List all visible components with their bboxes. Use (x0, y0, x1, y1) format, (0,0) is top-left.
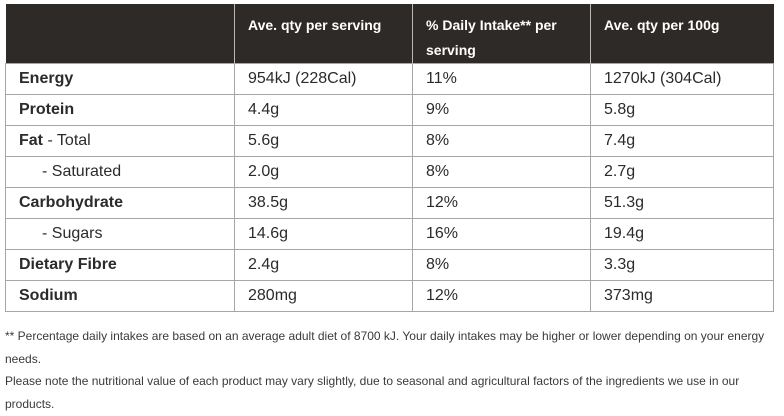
per-serving-value: 4.4g (234, 94, 413, 126)
daily-intake-value: 8% (412, 125, 591, 157)
header-daily-intake: % Daily Intake** per serving (412, 4, 591, 64)
nutrient-name-main: Fat (19, 132, 43, 149)
daily-intake-value: 12% (412, 280, 591, 312)
daily-intake-footnote: ** Percentage daily intakes are based on… (5, 329, 765, 366)
per-100g-value: 2.7g (590, 156, 774, 188)
per-100g-value: 3.3g (590, 249, 774, 281)
nutrient-name-main: Sodium (19, 287, 78, 304)
nutrient-name: - Saturated (5, 156, 235, 188)
daily-intake-value: 8% (412, 156, 591, 188)
table-row: Dietary Fibre 2.4g 8% 3.3g (5, 249, 774, 281)
nutrient-name: - Sugars (5, 218, 235, 250)
header-nutrient (5, 4, 235, 64)
nutrient-name-main: Energy (19, 70, 74, 87)
daily-intake-value: 8% (412, 249, 591, 281)
nutrient-name: Energy (5, 63, 235, 95)
daily-intake-value: 11% (412, 63, 591, 95)
footnotes: ** Percentage daily intakes are based on… (5, 325, 775, 415)
nutrient-name-qualifier: - Total (43, 132, 91, 149)
nutrient-name: Fat - Total (5, 125, 235, 157)
nutrition-table-body: Energy 954kJ (228Cal) 11% 1270kJ (304Cal… (5, 63, 774, 312)
variation-footnote: Please note the nutritional value of eac… (5, 374, 740, 411)
nutrient-name: Protein (5, 94, 235, 126)
per-100g-value: 5.8g (590, 94, 774, 126)
nutrient-name: Carbohydrate (5, 187, 235, 219)
per-serving-value: 2.4g (234, 249, 413, 281)
nutrient-name-main: Dietary Fibre (19, 256, 117, 273)
nutrient-name-qualifier: - Sugars (42, 225, 103, 242)
nutrient-name-qualifier: - Saturated (42, 163, 122, 180)
per-serving-value: 38.5g (234, 187, 413, 219)
nutrient-name: Dietary Fibre (5, 249, 235, 281)
per-100g-value: 373mg (590, 280, 774, 312)
per-100g-value: 51.3g (590, 187, 774, 219)
header-per-serving: Ave. qty per serving (234, 4, 413, 64)
nutrient-name-main: Carbohydrate (19, 194, 124, 211)
per-serving-value: 954kJ (228Cal) (234, 63, 413, 95)
table-row: Carbohydrate 38.5g 12% 51.3g (5, 187, 774, 219)
per-100g-value: 19.4g (590, 218, 774, 250)
per-100g-value: 1270kJ (304Cal) (590, 63, 774, 95)
header-row: Ave. qty per serving % Daily Intake** pe… (5, 4, 774, 64)
per-serving-value: 2.0g (234, 156, 413, 188)
table-row: Fat - Total 5.6g 8% 7.4g (5, 125, 774, 157)
per-100g-value: 7.4g (590, 125, 774, 157)
table-row: - Sugars 14.6g 16% 19.4g (5, 218, 774, 250)
daily-intake-value: 9% (412, 94, 591, 126)
table-row: Energy 954kJ (228Cal) 11% 1270kJ (304Cal… (5, 63, 774, 95)
table-row: Sodium 280mg 12% 373mg (5, 280, 774, 312)
nutrition-table-header: Ave. qty per serving % Daily Intake** pe… (5, 4, 774, 64)
daily-intake-value: 16% (412, 218, 591, 250)
header-per-100g: Ave. qty per 100g (604, 17, 720, 33)
per-serving-value: 14.6g (234, 218, 413, 250)
per-serving-value: 280mg (234, 280, 413, 312)
nutrient-name: Sodium (5, 280, 235, 312)
daily-intake-value: 12% (412, 187, 591, 219)
nutrition-table: Ave. qty per serving % Daily Intake** pe… (5, 4, 774, 312)
table-row: Protein 4.4g 9% 5.8g (5, 94, 774, 126)
table-row: - Saturated 2.0g 8% 2.7g (5, 156, 774, 188)
per-serving-value: 5.6g (234, 125, 413, 157)
nutrient-name-main: Protein (19, 101, 75, 118)
